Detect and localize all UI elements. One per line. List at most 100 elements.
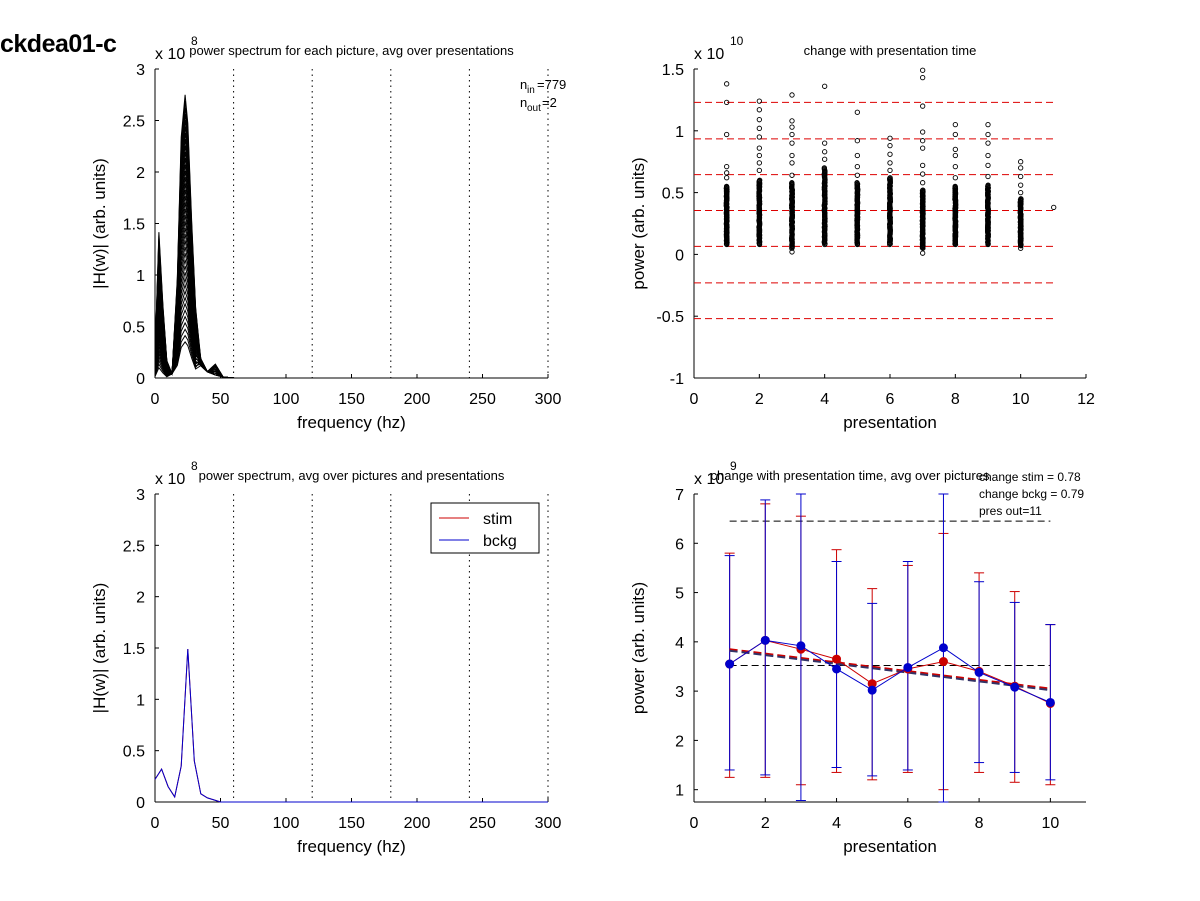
spectrum-line — [154, 120, 548, 379]
scatter-point — [756, 160, 762, 166]
scatter-point — [920, 75, 926, 81]
data-point-bckg — [974, 667, 984, 677]
y-tick-label: 2 — [136, 165, 145, 182]
y-tick-label: 1 — [675, 783, 684, 800]
y-tick-label: 1 — [675, 124, 684, 141]
x-tick-label: 10 — [1041, 815, 1059, 832]
x-tick-label: 0 — [690, 815, 699, 832]
spectrum-line — [154, 215, 548, 379]
spectrum-line — [154, 259, 548, 379]
x-tick-label: 2 — [761, 815, 770, 832]
spectrum-line — [154, 158, 548, 379]
spectrum-line — [154, 253, 548, 379]
y-tick-label: 3 — [675, 684, 684, 701]
spectrum-line — [154, 263, 548, 379]
trend-line — [729, 648, 1051, 690]
x-tick-label: 12 — [1077, 391, 1095, 408]
spectrum-line — [154, 208, 548, 379]
scatter-point — [920, 145, 926, 151]
y-axis-label: |H(w)| (arb. units) — [90, 158, 109, 289]
data-point-stim — [832, 654, 842, 664]
scatter-point — [724, 99, 730, 106]
y-tick-label: 1 — [136, 268, 145, 285]
series-line-bckg — [729, 639, 1051, 703]
y-exponent-base: x 10 — [694, 471, 724, 488]
panel-top-right: 0 2 4 6 8 10 12 -1 -0.5 0 0.5 1 1.5 presentation power… — [629, 34, 1095, 432]
scatter-point — [985, 152, 991, 159]
y-exponent-base: x 10 — [694, 46, 724, 63]
spectrum-line — [154, 318, 548, 379]
panel-title: change with presentation time — [804, 43, 977, 58]
spectrum-line — [154, 202, 548, 379]
x-axis-label: presentation — [843, 413, 937, 432]
scatter-point — [920, 250, 926, 256]
scatter-point — [985, 121, 991, 128]
annotation-n-in-value: =779 — [537, 77, 566, 92]
spectrum-line — [154, 227, 548, 379]
scatter-point — [920, 103, 926, 109]
scatter-point — [920, 129, 926, 135]
x-tick-label: 100 — [273, 391, 300, 408]
scatter-point — [985, 162, 991, 169]
y-exponent-power: 9 — [730, 459, 737, 473]
data-point-bckg — [760, 635, 770, 645]
x-tick-label: 0 — [690, 391, 699, 408]
scatter-point — [887, 142, 893, 149]
y-tick-label: 0 — [675, 247, 684, 264]
trend-line — [729, 649, 1051, 692]
scatter-point — [952, 175, 958, 181]
y-tick-label: 0.5 — [123, 744, 145, 761]
scatter-point — [887, 167, 893, 174]
scatter-point — [756, 117, 762, 123]
spectrum-line — [154, 164, 548, 379]
y-tick-label: 0 — [136, 371, 145, 388]
x-tick-label: 300 — [535, 815, 562, 832]
scatter-point — [724, 81, 730, 87]
y-tick-label: 2.5 — [123, 538, 145, 555]
annotation-n-in-sub: in — [527, 85, 535, 96]
scatter-point — [756, 134, 762, 140]
spectrum-line — [154, 107, 548, 379]
scatter-point — [920, 67, 926, 73]
scatter-point — [985, 140, 991, 146]
scatter-point — [887, 160, 893, 166]
scatter-point — [887, 135, 893, 141]
x-tick-label: 100 — [273, 815, 300, 832]
x-tick-label: 6 — [886, 391, 895, 408]
spectrum-line — [154, 239, 548, 379]
x-tick-label: 250 — [469, 815, 496, 832]
scatter-point — [756, 167, 762, 174]
scatter-point — [789, 160, 795, 166]
y-axis-label: power (arb. units) — [629, 582, 648, 714]
y-tick-label: 7 — [675, 487, 684, 504]
annotation-n-out-sub: out — [527, 103, 541, 114]
scatter-point — [1018, 182, 1024, 188]
x-axis-label: frequency (hz) — [297, 837, 406, 856]
spectrum-line — [154, 183, 548, 379]
y-tick-label: 1.5 — [123, 641, 145, 658]
scatter-point — [789, 249, 795, 255]
series-line-bckg — [154, 648, 548, 803]
scatter-point — [952, 131, 958, 138]
x-tick-label: 0 — [151, 391, 160, 408]
series-line-stim — [729, 639, 1051, 704]
y-exponent-power: 8 — [191, 34, 198, 48]
scatter-point — [952, 163, 958, 170]
scatter-point — [887, 175, 893, 181]
scatter-point — [724, 131, 730, 138]
scatter-point — [1018, 189, 1024, 196]
y-tick-label: 3 — [136, 487, 145, 504]
annotation-n-in-label: n — [520, 77, 527, 92]
data-point-bckg — [867, 685, 877, 695]
panel-top-left: 0 50 100 150 200 250 300 0 0.5 1 1.5 2 2.5 3 frequency… — [90, 34, 566, 432]
y-exponent-base: x 10 — [155, 46, 185, 63]
series-line-stim — [154, 648, 548, 803]
spectrum-line — [154, 139, 548, 379]
scatter-point — [789, 140, 795, 146]
scatter-point — [920, 187, 926, 193]
y-tick-label: 1.5 — [123, 217, 145, 234]
scatter-point — [822, 149, 828, 155]
scatter-point — [952, 152, 958, 159]
x-axis-label: presentation — [843, 837, 937, 856]
